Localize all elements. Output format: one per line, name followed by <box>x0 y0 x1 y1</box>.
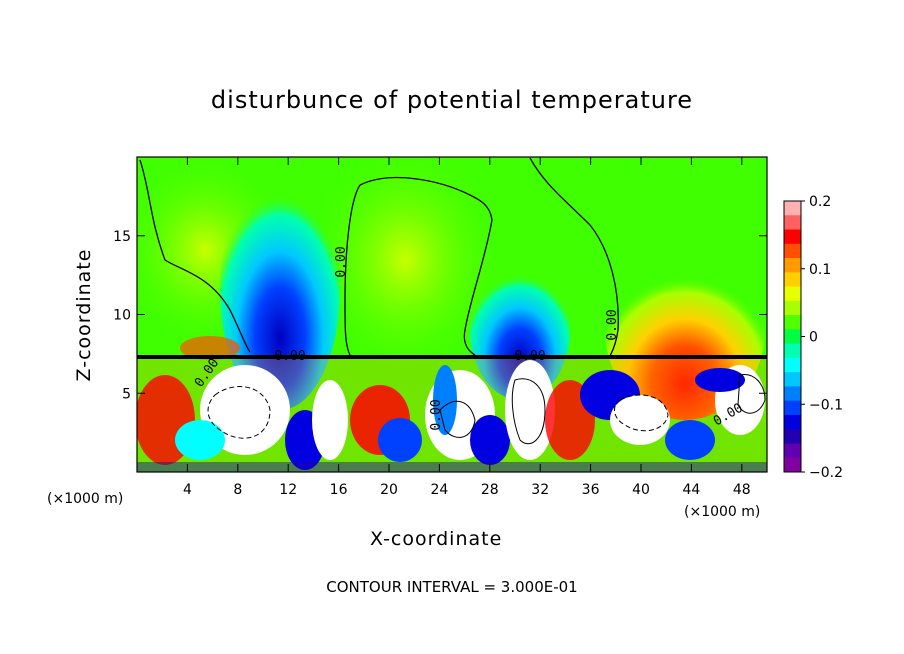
x-tick-label: 44 <box>682 482 700 498</box>
x-tick-label: 12 <box>279 482 297 498</box>
chart-title: disturbunce of potential temperature <box>210 86 694 114</box>
x-tick-label: 36 <box>582 482 600 498</box>
colorbar-swatch <box>784 329 801 345</box>
colorbar-swatch <box>784 443 801 459</box>
contour-label: 0.00 <box>605 309 620 340</box>
contour-label: 0.00 <box>274 349 305 364</box>
colorbar-swatch <box>784 414 801 430</box>
x-tick-label: 8 <box>233 482 242 498</box>
x-tick-label: 24 <box>430 482 448 498</box>
x-tick-label: 4 <box>183 482 192 498</box>
colorbar-swatch <box>784 429 801 444</box>
colorbar-tick-label: 0.2 <box>809 194 831 210</box>
colorbar-swatch <box>784 315 801 330</box>
contour-labels: 0.00 0.00 0.00 0.00 0.00 0.00 0.00 <box>192 246 746 430</box>
colorbar-swatch <box>784 357 801 373</box>
colorbar-swatch <box>784 272 801 288</box>
colorbar-swatch <box>784 300 801 316</box>
y-tick-label: 5 <box>122 386 131 402</box>
colorbar-swatch <box>784 386 801 402</box>
colorbar-swatch <box>784 243 801 259</box>
x-tick-label: 32 <box>531 482 549 498</box>
contour-interval-note: CONTOUR INTERVAL = 3.000E-01 <box>326 578 578 596</box>
x-tick-label: 48 <box>733 482 751 498</box>
contour-label: 0.00 <box>514 349 545 364</box>
x-tick-label: 40 <box>632 482 650 498</box>
x-tick-label: 16 <box>330 482 348 498</box>
y-tick-label: 15 <box>113 229 131 245</box>
x-unit-label-right: (×1000 m) <box>684 504 761 520</box>
x-tick-label: 20 <box>380 482 398 498</box>
colorbar-tick-label: −0.2 <box>809 465 843 481</box>
colorbar-swatch <box>784 215 801 231</box>
colorbar-swatch <box>784 286 801 302</box>
colorbar-swatch <box>784 343 801 359</box>
x-tick-label: 28 <box>481 482 499 498</box>
colorbar-swatch <box>784 457 801 473</box>
colorbar: 0.2 0.1 0 −0.1 −0.2 <box>783 194 843 481</box>
y-axis-label: Z-coordinate <box>73 248 95 382</box>
x-axis-label: X-coordinate <box>370 528 503 550</box>
contour-label: 0.00 <box>334 246 349 277</box>
colorbar-swatch <box>784 400 801 416</box>
colorbar-swatch <box>784 372 801 387</box>
colorbar-swatch <box>784 258 801 273</box>
heatmap-field <box>137 157 767 472</box>
contour-label: 0.00 <box>429 399 444 430</box>
colorbar-swatch <box>784 201 801 216</box>
y-tick-label: 10 <box>113 308 131 324</box>
colorbar-tick-label: 0.1 <box>809 262 831 278</box>
colorbar-swatch <box>784 229 801 245</box>
colorbar-tick-label: 0 <box>809 330 818 346</box>
x-unit-label-left: (×1000 m) <box>47 491 124 507</box>
colorbar-tick-label: −0.1 <box>809 397 843 413</box>
